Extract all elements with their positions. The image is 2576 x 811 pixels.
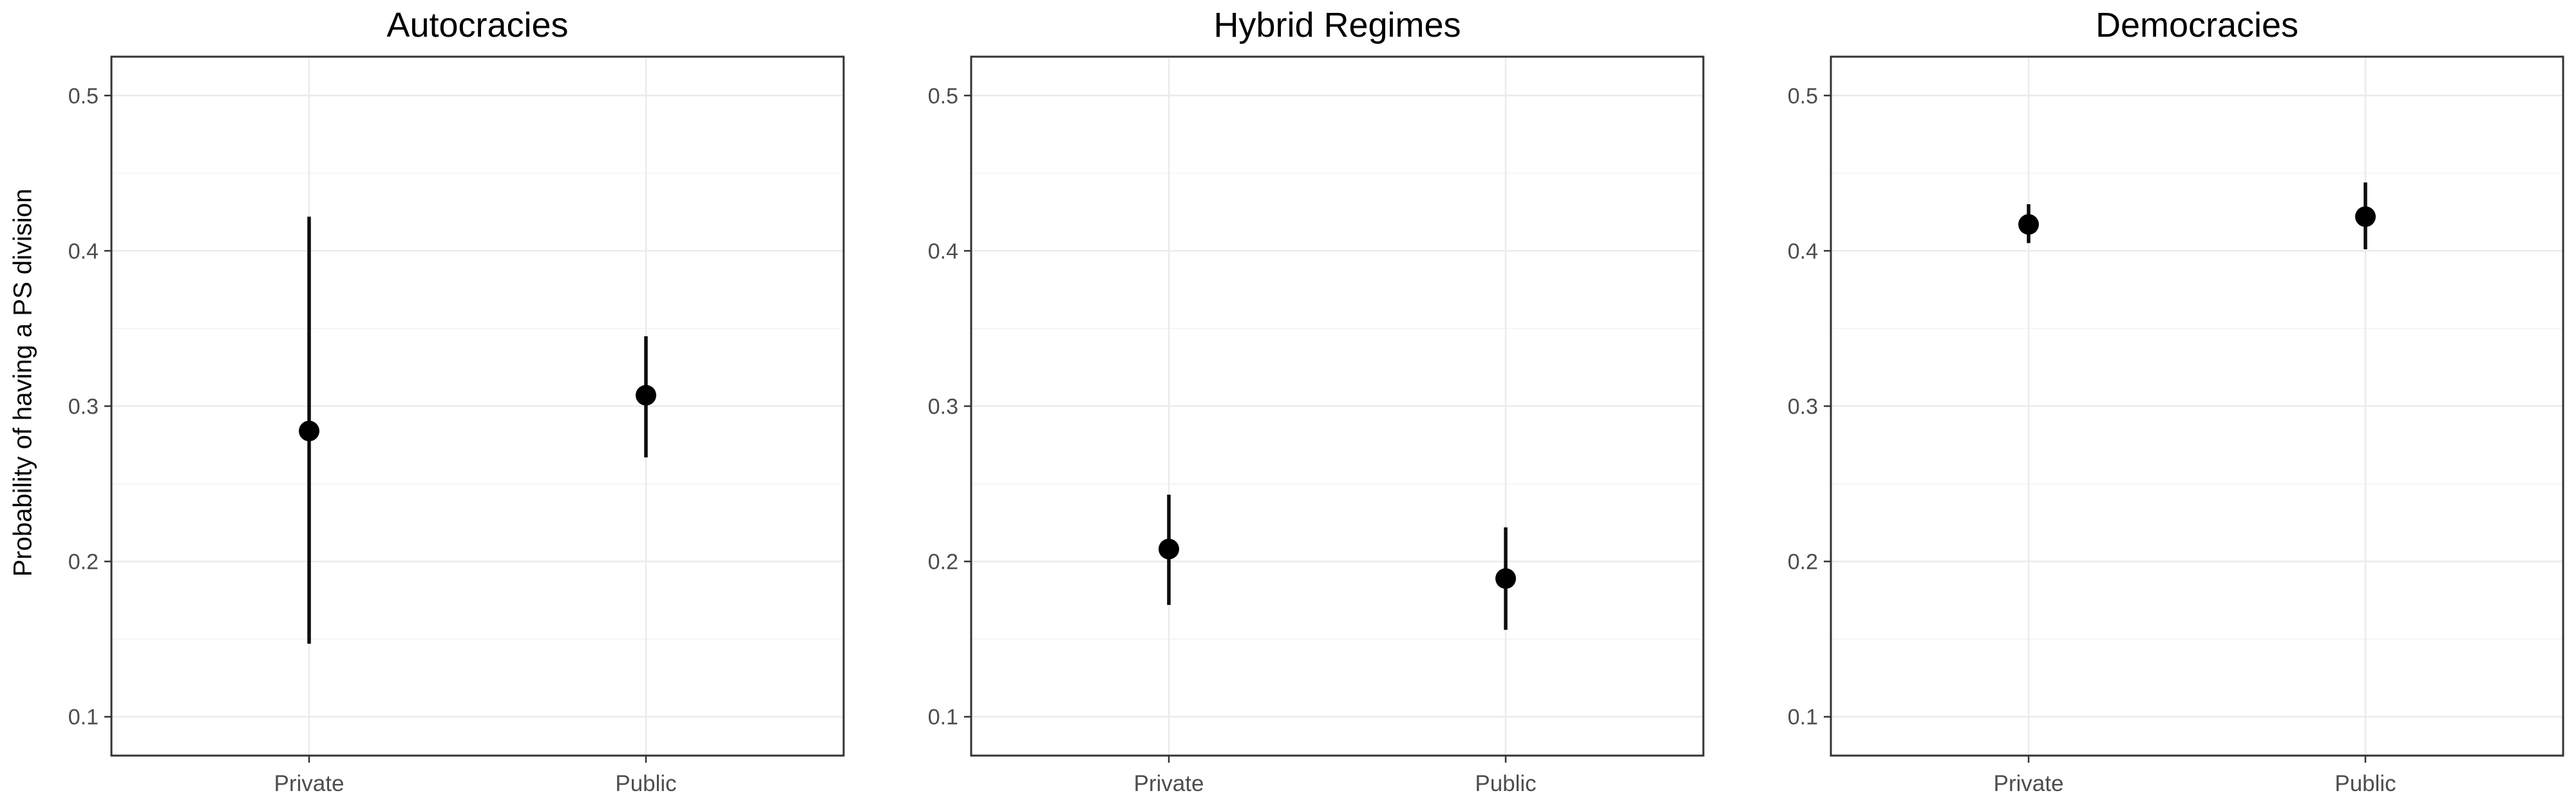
- x-axis: Private Public: [274, 755, 677, 796]
- y-tick-label: 0.4: [928, 239, 958, 263]
- x-tick-label: Private: [1134, 771, 1204, 796]
- y-tick-label: 0.2: [928, 549, 958, 574]
- y-axis-label-area: Probability of having a PS division: [0, 3, 46, 811]
- pointrange-series: [298, 216, 657, 644]
- y-tick-label: 0.4: [1788, 239, 1818, 263]
- facet-panel: 0.1 0.2 0.3 0.4 0.5 Private Public: [1788, 55, 2564, 796]
- gridlines-minor: [111, 172, 844, 640]
- x-tick-label: Private: [1994, 771, 2064, 796]
- y-axis: 0.1 0.2 0.3 0.4 0.5: [68, 84, 111, 729]
- y-axis: 0.1 0.2 0.3 0.4 0.5: [928, 84, 971, 729]
- facet-autocracies: Autocracies 0.1 0.2 0.3 0.4 0.5 Private Public: [50, 3, 849, 811]
- facet-panel: 0.1 0.2 0.3 0.4 0.5 Private Public: [68, 55, 845, 796]
- y-tick-label: 0.5: [928, 84, 958, 108]
- y-tick-label: 0.5: [1788, 84, 1818, 108]
- point-estimate: [2018, 213, 2039, 234]
- y-tick-label: 0.1: [1788, 705, 1818, 729]
- point-estimate: [1158, 538, 1179, 559]
- y-tick-label: 0.1: [928, 705, 958, 729]
- facet-panel: 0.1 0.2 0.3 0.4 0.5 Private Public: [928, 55, 1705, 796]
- y-tick-label: 0.3: [1788, 394, 1818, 419]
- facet-hybrid-regimes: Hybrid Regimes 0.1 0.2 0.3 0.4 0.5 Private Pub…: [910, 3, 1709, 811]
- gridlines-minor: [1831, 172, 2563, 640]
- x-tick-label: Public: [615, 771, 676, 796]
- x-axis: Private Public: [1134, 755, 1537, 796]
- x-tick-label: Private: [274, 771, 345, 796]
- facet-title: Democracies: [2095, 6, 2299, 44]
- pointrange-series: [2018, 182, 2376, 249]
- y-tick-label: 0.2: [1788, 549, 1818, 574]
- point-estimate: [636, 385, 657, 406]
- point-estimate: [1495, 568, 1517, 589]
- y-tick-label: 0.2: [68, 549, 99, 574]
- y-tick-label: 0.3: [928, 394, 958, 419]
- point-estimate: [298, 420, 319, 441]
- gridlines-major: [971, 56, 1703, 756]
- gridlines-minor: [971, 172, 1703, 640]
- x-tick-label: Public: [2334, 771, 2396, 796]
- gridlines-major: [1831, 56, 2563, 756]
- point-estimate: [2355, 205, 2376, 227]
- facet-row: Autocracies 0.1 0.2 0.3 0.4 0.5 Private Public…: [50, 3, 2568, 811]
- facet-title: Hybrid Regimes: [1213, 6, 1461, 44]
- y-tick-label: 0.3: [68, 394, 99, 419]
- pointrange-series: [1158, 494, 1517, 630]
- y-tick-label: 0.5: [68, 84, 99, 108]
- facet-democracies: Democracies 0.1 0.2 0.3 0.4 0.5 Private Public: [1770, 3, 2568, 811]
- x-tick-label: Public: [1475, 771, 1536, 796]
- y-tick-label: 0.4: [68, 239, 99, 263]
- y-axis: 0.1 0.2 0.3 0.4 0.5: [1788, 84, 1831, 729]
- y-axis-label: Probability of having a PS division: [8, 188, 37, 577]
- y-tick-label: 0.1: [68, 705, 99, 729]
- x-axis: Private Public: [1994, 755, 2396, 796]
- facet-title: Autocracies: [386, 6, 569, 44]
